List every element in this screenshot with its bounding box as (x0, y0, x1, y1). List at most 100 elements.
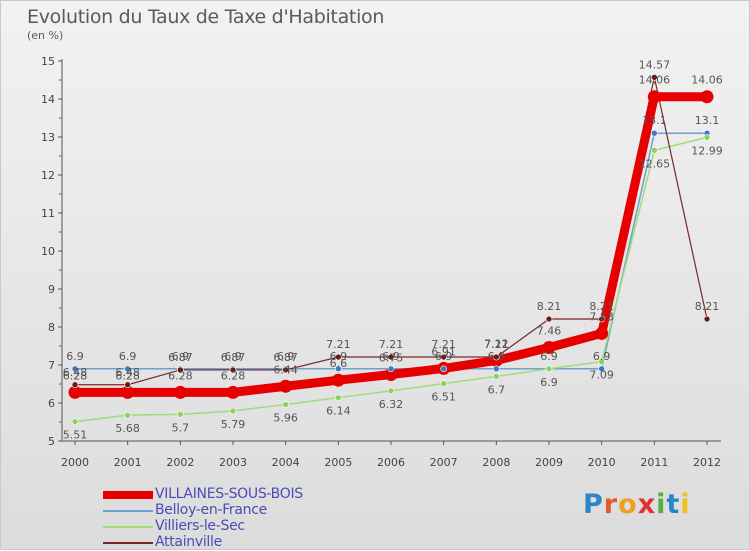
data-label: 6.87 (168, 351, 193, 364)
x-tick-label: 2008 (482, 456, 510, 469)
logo-letter: o (618, 489, 638, 520)
data-label: 13.1 (695, 114, 720, 127)
legend-swatch (103, 510, 153, 512)
data-label: 6.9 (66, 350, 84, 363)
data-point (229, 366, 237, 374)
data-label: 6.48 (63, 366, 88, 379)
legend: VILLAINES-SOUS-BOIS Belloy-en-France Villi… (103, 486, 423, 551)
data-label: 14.57 (639, 58, 671, 71)
x-tick-label: 2004 (272, 456, 300, 469)
x-tick-label: 2012 (693, 456, 721, 469)
legend-label: Villiers-le-Sec (155, 518, 245, 534)
data-label: 6.87 (221, 351, 246, 364)
data-point (651, 147, 658, 154)
data-point (493, 373, 500, 380)
data-label: 12.99 (691, 144, 723, 157)
data-label: 6.28 (115, 369, 140, 382)
x-tick-label: 2011 (640, 456, 668, 469)
x-tick-label: 2000 (61, 456, 89, 469)
data-point (173, 385, 187, 399)
proxiti-logo: Proxiti (583, 489, 691, 520)
data-label: 6.9 (277, 350, 295, 363)
x-tick-label: 2009 (535, 456, 563, 469)
data-label: 6.51 (431, 391, 456, 404)
data-label: 7.21 (431, 338, 456, 351)
chart-title: Evolution du Taux de Taxe d'Habitation (27, 6, 385, 28)
data-point (282, 401, 289, 408)
series-line (74, 132, 708, 370)
y-tick-label: 9 (48, 283, 55, 296)
data-label: 7.83 (589, 310, 614, 323)
data-label: 6.28 (168, 369, 193, 382)
data-point (493, 365, 500, 373)
data-label: 8.21 (537, 300, 562, 313)
legend-label: VILLAINES-SOUS-BOIS (155, 486, 303, 502)
data-point (542, 341, 556, 355)
data-label: 6.9 (488, 350, 506, 363)
data-point (71, 381, 79, 389)
data-label: 14.06 (639, 74, 671, 87)
legend-item: VILLAINES-SOUS-BOIS (103, 486, 423, 503)
data-label: 6.44 (273, 363, 298, 376)
x-tick-label: 2002 (166, 456, 194, 469)
data-label: 8.21 (589, 300, 614, 313)
legend-swatch (103, 542, 153, 544)
series-markers (68, 74, 714, 425)
data-label: 7.21 (484, 338, 509, 351)
data-point (651, 129, 658, 137)
data-point (647, 90, 661, 104)
x-tick-label: 2001 (114, 456, 142, 469)
data-label: 6.75 (379, 352, 404, 365)
data-point (124, 365, 131, 373)
data-label: 5.79 (221, 418, 246, 431)
data-point (598, 358, 605, 365)
data-label: 6.9 (224, 350, 242, 363)
data-point (124, 411, 131, 419)
data-label: 6.7 (488, 383, 506, 396)
axes: 5 6 7 8 9 10 11 12 13 14 15 2000 2001 2002 2003 2004 200… (41, 55, 721, 469)
y-tick-label: 6 (48, 397, 55, 410)
data-point (282, 366, 289, 374)
logo-letter: t (666, 489, 681, 520)
data-labels: 6.28 6.28 6.28 6.28 6.44 6.6 6.75 6.91 7.12 7.46 7… (63, 58, 723, 441)
y-tick-label: 12 (41, 169, 55, 182)
logo-letter: i (656, 489, 667, 520)
x-tick-label: 2006 (377, 456, 405, 469)
data-point (598, 315, 605, 323)
legend-swatch (103, 491, 153, 499)
logo-letter: P (583, 489, 604, 520)
data-label: 7.21 (326, 338, 351, 351)
y-tick-label: 5 (48, 435, 55, 448)
x-tick-label: 2007 (430, 456, 458, 469)
data-point (387, 387, 395, 395)
data-point (71, 365, 79, 373)
x-tick-label: 2010 (588, 456, 616, 469)
data-label: 6.28 (221, 369, 246, 382)
legend-item: Villiers-le-Sec (103, 518, 423, 535)
data-label: 7.46 (537, 325, 562, 338)
data-label: 7.12 (484, 337, 509, 350)
data-point (595, 326, 609, 340)
data-label: 5.51 (63, 429, 88, 442)
data-label: 6.9 (540, 376, 558, 389)
y-tick-label: 8 (48, 321, 55, 334)
legend-label: Attainville (155, 534, 222, 550)
data-label: 6.9 (435, 350, 453, 363)
data-point (121, 385, 135, 399)
data-point (226, 385, 240, 399)
data-label: 5.96 (273, 412, 298, 425)
y-tick-label: 13 (41, 131, 55, 144)
data-point (124, 381, 131, 389)
data-point (703, 315, 711, 323)
data-label: 6.9 (540, 350, 558, 363)
data-label: 7.21 (379, 338, 404, 351)
y-tick-label: 7 (48, 359, 55, 372)
y-tick-label: 11 (41, 207, 55, 220)
data-label: 13.1 (642, 114, 667, 127)
data-label: 6.9 (593, 350, 611, 363)
data-label: 6.14 (326, 405, 351, 418)
data-label: 8.21 (695, 300, 720, 313)
data-label: 6.28 (63, 369, 88, 382)
data-point (384, 368, 398, 381)
